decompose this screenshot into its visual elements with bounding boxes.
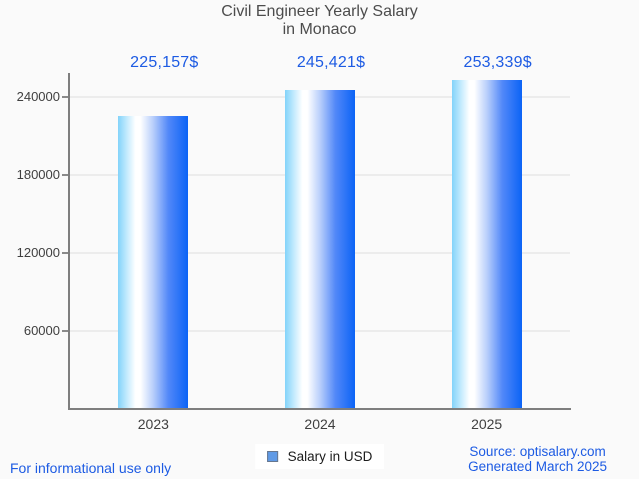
y-axis-line <box>68 73 70 410</box>
x-tick-label: 2025 <box>471 416 503 432</box>
bar-2025[interactable] <box>451 80 522 409</box>
y-tick-label: 240000 <box>16 89 60 105</box>
bar-2024[interactable] <box>285 90 355 409</box>
y-tick-mark <box>62 330 70 332</box>
disclaimer-text: For informational use only <box>10 460 172 476</box>
value-label: 245,421$ <box>296 54 366 71</box>
y-tick-label: 180000 <box>16 167 60 183</box>
value-label: 225,157$ <box>130 54 199 71</box>
value-label: 253,339$ <box>463 54 532 71</box>
y-tick-mark <box>62 252 70 255</box>
bar-2023[interactable] <box>118 116 189 409</box>
source-block: Source: optisalary.com Generated March 2… <box>468 444 607 474</box>
legend-label: Salary in USD <box>287 449 373 464</box>
y-tick-label: 60000 <box>23 323 60 338</box>
y-tick-mark <box>62 174 70 177</box>
chart-title-line2: in Monaco <box>282 21 357 38</box>
source-link[interactable]: Source: optisalary.com <box>469 444 606 459</box>
generated-date: Generated March 2025 <box>468 459 607 474</box>
chart-title-line1: Civil Engineer Yearly Salary <box>221 3 418 20</box>
x-axis-line <box>68 408 571 410</box>
y-tick-label: 120000 <box>16 245 60 261</box>
legend-swatch-icon <box>266 451 278 462</box>
x-tick-label: 2023 <box>137 416 169 432</box>
y-tick-mark <box>62 96 70 99</box>
legend: Salary in USD <box>254 444 385 469</box>
x-tick-label: 2024 <box>304 416 336 432</box>
